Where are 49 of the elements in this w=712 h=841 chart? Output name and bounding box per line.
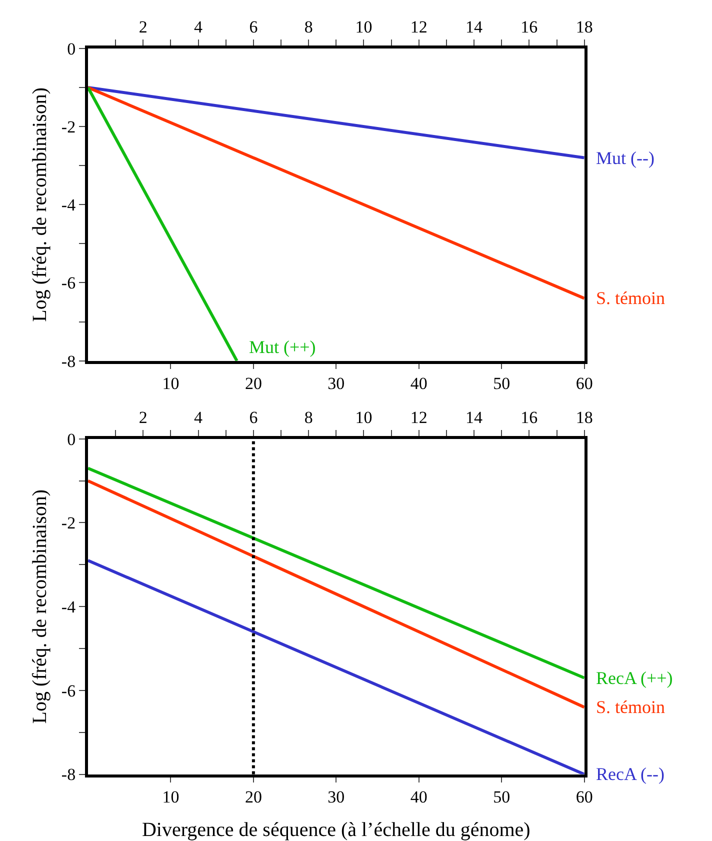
- series-label: S. témoin: [596, 697, 666, 717]
- x2-tick-label: 18: [576, 408, 593, 428]
- x2-tick-label: 12: [410, 18, 428, 37]
- x2-tick-label: 6: [249, 408, 258, 428]
- y-tick-label: 0: [67, 39, 76, 58]
- x2-tick-label: 16: [520, 408, 538, 428]
- x2-tick-label: 4: [194, 408, 204, 428]
- series-label: S. témoin: [596, 288, 666, 308]
- x2-tick-label: 4: [194, 18, 204, 37]
- y-tick-label: -4: [61, 196, 76, 215]
- x2-tick-label: 10: [355, 18, 372, 37]
- x2-tick-label: 14: [466, 408, 484, 428]
- x2-tick-label: 2: [138, 18, 148, 37]
- x-tick-label: 40: [410, 788, 428, 807]
- y-tick-label: -6: [61, 274, 76, 293]
- x2-tick-label: 2: [138, 408, 148, 428]
- x2-tick-label: 14: [466, 18, 484, 37]
- x2-tick-label: 12: [410, 408, 428, 428]
- x-axis-title: Divergence de séquence (à l’échelle du génome): [142, 819, 530, 841]
- series-label: RecA (--): [596, 764, 664, 784]
- x-tick-label: 20: [244, 374, 262, 394]
- y-tick-label: -2: [61, 514, 76, 533]
- x-tick-label: 10: [162, 374, 180, 394]
- x-tick-label: 20: [244, 788, 262, 807]
- series-label: Mut (++): [249, 337, 316, 357]
- y-axis-title: Log (fréq. de recombinaison): [28, 87, 51, 322]
- y-tick-label: -6: [61, 681, 76, 700]
- x-tick-label: 30: [328, 374, 345, 394]
- x2-tick-label: 8: [304, 408, 313, 428]
- y-tick-label: -2: [61, 117, 76, 136]
- x-tick-label: 60: [576, 374, 593, 394]
- x-tick-label: 60: [576, 788, 593, 807]
- x-tick-label: 30: [328, 788, 345, 807]
- y-axis-title: Log (fréq. de recombinaison): [28, 489, 51, 724]
- series-label: RecA (++): [596, 668, 673, 688]
- x2-tick-label: 10: [355, 408, 372, 428]
- x-tick-label: 50: [493, 374, 510, 394]
- y-tick-label: -8: [61, 352, 76, 371]
- y-tick-label: 0: [67, 430, 76, 449]
- x2-tick-label: 18: [576, 18, 593, 37]
- y-tick-label: -8: [61, 765, 76, 784]
- y-tick-label: -4: [61, 598, 76, 617]
- x2-tick-label: 8: [304, 18, 313, 37]
- x-tick-label: 50: [493, 788, 510, 807]
- x-tick-label: 40: [410, 374, 428, 394]
- x-tick-label: 10: [162, 788, 180, 807]
- x2-tick-label: 16: [520, 18, 538, 37]
- x2-tick-label: 6: [249, 18, 258, 37]
- series-label: Mut (--): [596, 148, 654, 168]
